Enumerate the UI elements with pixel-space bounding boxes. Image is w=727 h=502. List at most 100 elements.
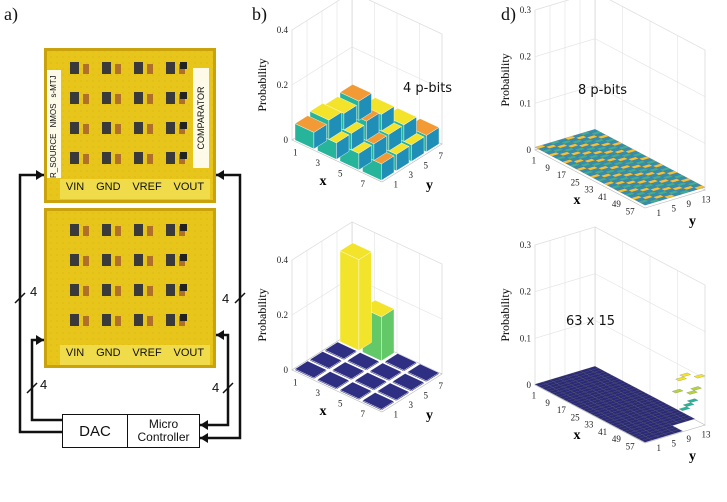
- y-tick-label: 9: [687, 434, 692, 444]
- bar-top: [369, 362, 402, 381]
- pad: [180, 224, 187, 231]
- z-tick-label: 0: [527, 380, 532, 390]
- resistor: [115, 316, 121, 326]
- tile: [678, 406, 691, 411]
- resistor: [115, 226, 121, 236]
- y-tick-label: 13: [702, 429, 712, 439]
- hardware-diagram: [14, 48, 246, 443]
- tile: [682, 402, 695, 407]
- chip: [70, 254, 79, 266]
- dac-block: DAC: [63, 415, 128, 447]
- chip: [166, 314, 175, 326]
- y-tick-label: 7: [439, 381, 444, 391]
- resistor: [115, 94, 121, 104]
- x-axis-label: x: [574, 193, 581, 208]
- bus-width-label: 4: [222, 291, 230, 306]
- chip: [134, 62, 143, 74]
- grid-line: [534, 226, 706, 286]
- x-tick-label: 9: [545, 163, 550, 173]
- panel-label-a: a): [4, 4, 18, 24]
- tile: [671, 429, 683, 434]
- pin-vref: VREF: [132, 347, 162, 359]
- resistor: [147, 226, 153, 236]
- pad: [180, 254, 187, 261]
- x-tick-label: 57: [626, 206, 636, 216]
- chip: [102, 92, 111, 104]
- chip: [70, 92, 79, 104]
- bar-top: [309, 103, 342, 121]
- x-tick-label: 49: [612, 199, 622, 209]
- chip: [166, 284, 175, 296]
- pin-gnd: GND: [96, 347, 121, 359]
- resistor: [147, 286, 153, 296]
- x-tick-label: 7: [361, 179, 366, 189]
- chip: [70, 62, 79, 74]
- z-tick-label: 0.2: [277, 310, 288, 320]
- panel-label-b: b): [252, 4, 267, 24]
- chip: [102, 62, 111, 74]
- x-tick-label: 17: [557, 170, 567, 180]
- chip: [134, 92, 143, 104]
- bar-top: [317, 371, 350, 389]
- bar-top: [377, 382, 410, 401]
- resistor: [115, 64, 121, 74]
- z-tick-label: 0: [284, 365, 289, 375]
- x-axis-label: x: [320, 404, 327, 419]
- grid-line: [534, 38, 706, 97]
- tile: [671, 388, 684, 394]
- chip: [102, 152, 111, 164]
- pin-vref: VREF: [132, 181, 162, 193]
- x-tick-label: 5: [338, 398, 343, 408]
- chip: [102, 284, 111, 296]
- grid-line: [534, 320, 706, 379]
- resistor: [147, 256, 153, 266]
- x-tick-label: 57: [626, 441, 636, 451]
- chart-annotation: 63 x 15: [566, 314, 615, 329]
- z-tick-label: 0: [527, 145, 532, 155]
- grid-line: [291, 221, 443, 265]
- x-tick-label: 3: [316, 158, 321, 168]
- chip: [134, 284, 143, 296]
- resistor: [83, 94, 89, 104]
- y-axis-label: y: [426, 178, 433, 193]
- chip: [134, 152, 143, 164]
- bar-top: [407, 363, 440, 382]
- y-tick-label: 1: [657, 443, 662, 453]
- z-tick-label: 0.2: [520, 287, 531, 297]
- tile: [675, 376, 687, 382]
- bar-top: [294, 360, 327, 379]
- y-tick-label: 5: [672, 438, 677, 448]
- resistor: [147, 94, 153, 104]
- y-tick-label: 1: [657, 208, 662, 218]
- y-tick-label: 5: [424, 390, 429, 400]
- tile: [683, 416, 695, 422]
- chip: [166, 152, 175, 164]
- chip: [70, 224, 79, 236]
- resistor: [147, 64, 153, 74]
- chip: [166, 224, 175, 236]
- chip: [70, 284, 79, 296]
- chip: [70, 152, 79, 164]
- x-tick-label: 25: [571, 177, 581, 187]
- bus-width-label: 4: [30, 284, 38, 299]
- chart-annotation: 4 p-bits: [403, 81, 452, 96]
- bar-top: [362, 392, 395, 410]
- chip: [102, 224, 111, 236]
- bar-top: [339, 242, 372, 260]
- bottom-board-pins: VIN GND VREF VOUT: [60, 347, 210, 359]
- chip: [70, 122, 79, 134]
- resistor: [83, 154, 89, 164]
- chip: [166, 92, 175, 104]
- x-tick-label: 33: [584, 420, 594, 430]
- chip: [166, 122, 175, 134]
- x-tick-label: 49: [612, 434, 622, 444]
- grid-line: [291, 0, 443, 35]
- grid-line: [534, 85, 706, 144]
- pin-vout: VOUT: [173, 347, 205, 359]
- bar-top: [347, 352, 380, 370]
- y-axis-label: y: [689, 449, 696, 464]
- x-tick-label: 3: [316, 388, 321, 398]
- y-axis-label: y: [689, 214, 696, 229]
